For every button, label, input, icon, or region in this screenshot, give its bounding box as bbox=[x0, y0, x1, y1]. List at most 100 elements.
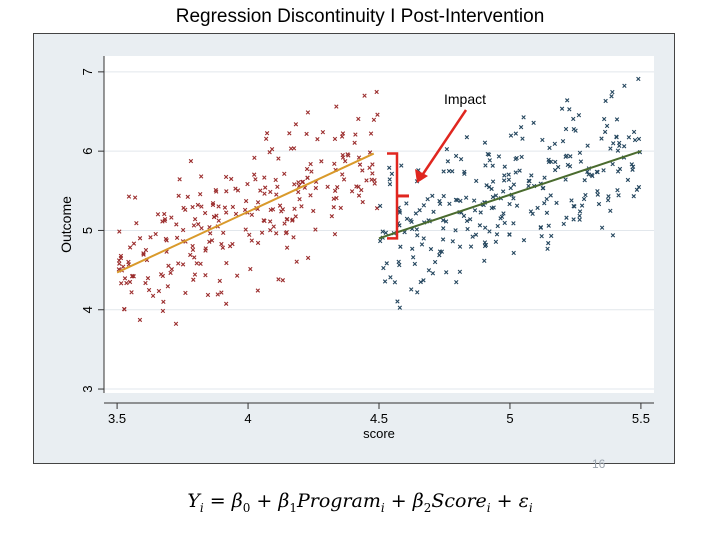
data-point bbox=[531, 120, 536, 126]
data-point bbox=[408, 218, 413, 223]
data-point bbox=[377, 238, 383, 244]
data-point bbox=[224, 260, 229, 266]
data-point bbox=[262, 175, 267, 180]
data-point bbox=[474, 178, 479, 184]
data-point bbox=[221, 230, 226, 235]
data-point bbox=[202, 210, 208, 216]
data-point bbox=[296, 189, 301, 195]
data-point bbox=[542, 175, 547, 180]
data-point bbox=[153, 231, 158, 237]
data-point bbox=[166, 263, 171, 268]
formula-sub: 1 bbox=[289, 500, 297, 515]
data-point bbox=[495, 223, 500, 229]
data-point bbox=[192, 217, 198, 222]
data-point bbox=[582, 178, 587, 183]
data-point bbox=[247, 232, 252, 237]
data-point bbox=[457, 269, 463, 274]
data-point bbox=[608, 146, 613, 151]
data-point bbox=[421, 278, 426, 283]
data-point bbox=[458, 157, 464, 162]
data-point bbox=[388, 275, 393, 280]
data-point bbox=[463, 195, 469, 200]
data-point bbox=[224, 189, 229, 194]
data-point bbox=[185, 194, 190, 200]
data-point bbox=[560, 139, 566, 144]
data-point bbox=[137, 317, 143, 323]
data-point bbox=[268, 227, 273, 233]
data-point bbox=[188, 252, 193, 258]
data-point bbox=[252, 155, 257, 160]
data-point bbox=[440, 218, 446, 223]
data-point bbox=[548, 193, 553, 198]
scatter-plot: 3 4 5 6 7 3.5 4 4.5 5 5.5 Impact score Outcome bbox=[58, 56, 654, 441]
data-point bbox=[399, 163, 404, 168]
data-point bbox=[490, 163, 495, 168]
impact-label: Impact bbox=[444, 91, 486, 107]
data-point bbox=[530, 211, 535, 217]
data-point bbox=[392, 280, 398, 285]
data-point bbox=[264, 131, 270, 136]
data-point bbox=[331, 196, 336, 202]
data-point bbox=[506, 177, 512, 182]
data-point bbox=[163, 236, 169, 242]
data-point bbox=[577, 217, 582, 222]
data-point bbox=[342, 158, 348, 164]
data-point bbox=[313, 185, 319, 191]
data-point bbox=[453, 228, 458, 233]
data-point bbox=[585, 169, 590, 175]
data-point bbox=[482, 225, 488, 230]
data-point bbox=[160, 308, 166, 314]
data-point bbox=[387, 177, 392, 182]
data-point bbox=[311, 208, 316, 214]
data-point bbox=[273, 177, 278, 183]
data-point bbox=[577, 209, 583, 214]
data-point bbox=[404, 216, 410, 222]
data-point bbox=[137, 236, 143, 241]
data-point bbox=[211, 214, 217, 220]
data-point bbox=[199, 204, 204, 209]
data-point bbox=[477, 223, 483, 228]
formula-sub: 2 bbox=[423, 500, 432, 515]
data-point bbox=[127, 245, 133, 250]
data-point bbox=[291, 235, 296, 240]
data-point bbox=[606, 194, 611, 199]
data-point bbox=[437, 249, 443, 254]
data-point bbox=[234, 273, 240, 278]
data-point bbox=[335, 184, 340, 190]
data-point bbox=[168, 270, 173, 276]
data-point bbox=[382, 279, 388, 284]
data-point bbox=[210, 202, 216, 208]
data-point bbox=[468, 217, 473, 222]
data-point bbox=[430, 271, 436, 276]
data-point bbox=[631, 194, 636, 199]
data-point bbox=[288, 146, 294, 151]
data-point bbox=[621, 144, 627, 149]
data-point bbox=[502, 220, 507, 226]
data-point bbox=[372, 181, 377, 186]
data-point bbox=[249, 212, 255, 217]
data-point bbox=[131, 274, 136, 279]
data-point bbox=[440, 237, 446, 242]
data-point bbox=[331, 205, 336, 210]
data-point bbox=[527, 178, 532, 184]
formula-sub: i bbox=[199, 500, 204, 515]
data-point bbox=[553, 159, 558, 165]
data-point bbox=[483, 163, 488, 168]
data-point bbox=[194, 261, 199, 266]
data-point bbox=[573, 128, 578, 133]
data-point bbox=[473, 232, 479, 237]
data-point bbox=[631, 129, 637, 135]
data-point bbox=[565, 162, 571, 168]
data-point bbox=[156, 288, 162, 294]
data-point bbox=[545, 246, 550, 251]
fit-lines bbox=[116, 150, 642, 274]
data-point bbox=[552, 141, 558, 147]
data-point bbox=[190, 247, 196, 252]
data-point bbox=[356, 116, 361, 122]
data-point bbox=[468, 244, 474, 249]
data-point bbox=[255, 200, 261, 205]
data-point bbox=[414, 227, 420, 232]
chart-frame: 3 4 5 6 7 3.5 4 4.5 5 5.5 Impact score Outcome bbox=[33, 33, 675, 464]
data-point bbox=[511, 250, 516, 256]
data-point bbox=[389, 171, 395, 177]
